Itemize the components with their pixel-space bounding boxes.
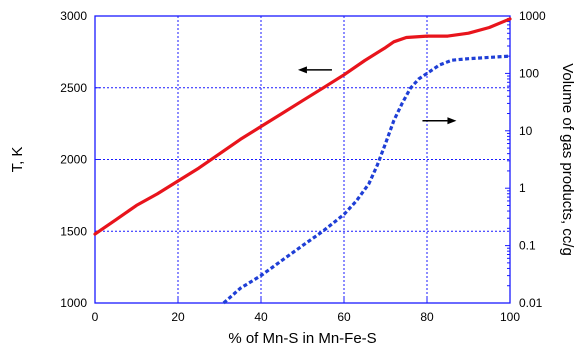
y2-tick-label: 1000: [519, 9, 546, 23]
temperature-series-line: [93, 17, 512, 236]
x-tick-label: 0: [92, 310, 99, 324]
y-tick-label: 1000: [60, 296, 87, 310]
x-tick-label: 40: [254, 310, 268, 324]
y-axis-label: T, K: [9, 147, 26, 173]
series-lines: [93, 17, 512, 305]
right-arrow-head: [447, 117, 457, 125]
y2-tick-label: 0.1: [519, 239, 536, 253]
gas-volume-series-line: [222, 54, 511, 305]
y2-axis-label: Volume of gas products, cc/g: [559, 63, 576, 256]
y-tick-label: 1500: [60, 224, 87, 238]
y2-tick-label: 100: [519, 66, 539, 80]
grid-lines: [95, 16, 510, 303]
annotation-arrows: [297, 66, 457, 125]
x-tick-label: 20: [171, 310, 185, 324]
left-arrow-head: [297, 66, 307, 74]
y-tick-label: 3000: [60, 9, 87, 23]
y2-tick-label: 0.01: [519, 296, 543, 310]
x-tick-label: 60: [337, 310, 351, 324]
tick-labels: 0 20 40 60 80 100 1000 1500 2000 2500 3000 0.01 0.1 1…: [60, 9, 546, 324]
x-tick-label: 80: [420, 310, 434, 324]
x-tick-label: 100: [500, 310, 520, 324]
y-tick-label: 2500: [60, 81, 87, 95]
x-axis-label: % of Mn-S in Mn-Fe-S: [228, 330, 376, 347]
y2-tick-label: 1: [519, 181, 526, 195]
y-tick-label: 2000: [60, 153, 87, 167]
y2-tick-label: 10: [519, 124, 533, 138]
